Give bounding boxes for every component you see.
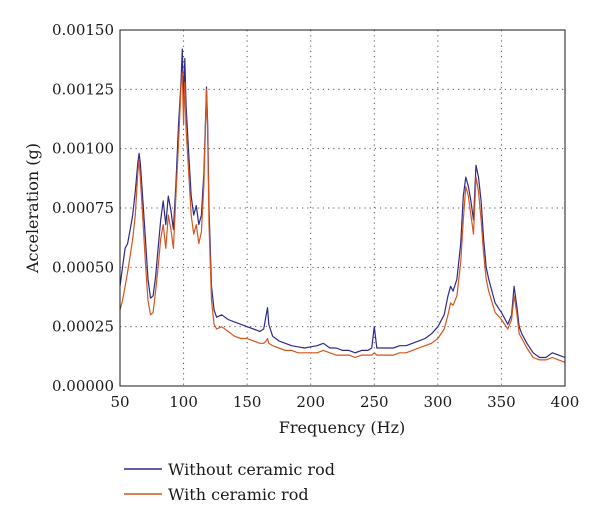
x-tick-label: 100 (169, 393, 198, 411)
y-tick-label: 0.00150 (52, 21, 114, 39)
y-tick-label: 0.00025 (52, 318, 114, 336)
y-tick-label: 0.00075 (52, 199, 114, 217)
series-layer (119, 48, 566, 363)
x-axis-ticks: 50 100 150 200 250 300 350 400 (110, 393, 579, 411)
grid (120, 30, 565, 386)
x-tick-label: 200 (296, 393, 325, 411)
y-tick-label: 0.00100 (52, 140, 114, 158)
x-tick-label: 350 (487, 393, 516, 411)
legend: Without ceramic rod With ceramic rod (124, 460, 335, 504)
y-axis-ticks: 0.00000 0.00025 0.00050 0.00075 0.00100 0.001… (52, 21, 114, 395)
series-line-with-ceramic-rod (119, 72, 566, 363)
legend-label-without-ceramic-rod: Without ceramic rod (168, 460, 335, 479)
plot-frame (119, 29, 566, 387)
x-tick-label: 150 (233, 393, 262, 411)
legend-label-with-ceramic-rod: With ceramic rod (168, 485, 309, 504)
x-axis-label: Frequency (Hz) (279, 418, 406, 437)
x-tick-label: 400 (551, 393, 580, 411)
series-line-without-ceramic-rod (119, 48, 566, 359)
y-tick-label: 0.00000 (52, 377, 114, 395)
x-tick-label: 50 (110, 393, 129, 411)
y-axis-label: Acceleration (g) (23, 143, 42, 274)
x-tick-label: 300 (424, 393, 453, 411)
y-tick-label: 0.00050 (52, 258, 114, 276)
y-tick-label: 0.00125 (52, 80, 114, 98)
x-tick-label: 250 (360, 393, 389, 411)
